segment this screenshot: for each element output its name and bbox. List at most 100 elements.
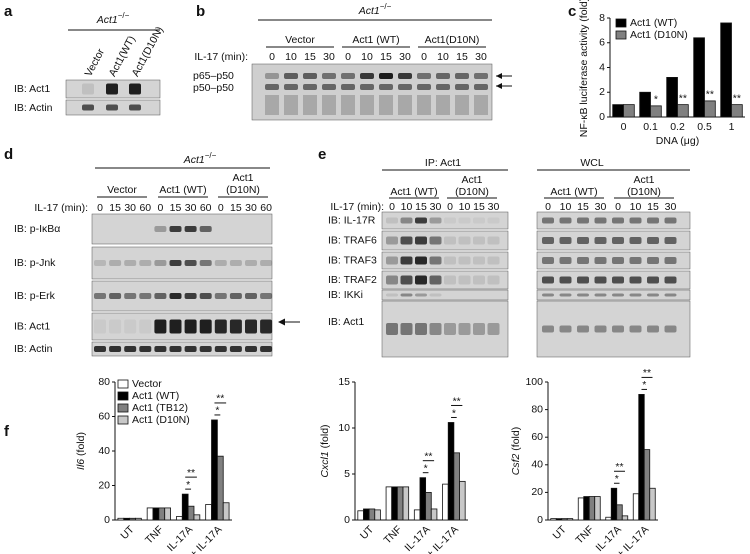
band (169, 226, 182, 232)
blot (91, 246, 273, 280)
band (199, 226, 212, 232)
band (417, 95, 431, 115)
bar (677, 104, 689, 118)
band (124, 293, 137, 299)
band (260, 319, 273, 334)
band (322, 84, 336, 90)
y-tick-label: 40 (98, 445, 110, 457)
band (400, 293, 413, 297)
y-axis-label: Csf2 (fold) (510, 427, 522, 475)
y-label-unit: (fold) (319, 424, 331, 451)
y-tick-label: 20 (98, 479, 110, 491)
band (542, 276, 554, 284)
band (386, 293, 398, 297)
band (415, 236, 427, 245)
legend-swatch (117, 415, 129, 425)
band (360, 84, 374, 90)
band (594, 237, 607, 244)
band (487, 217, 500, 224)
blot (91, 280, 273, 312)
band (129, 104, 141, 111)
group-label: Act1 (232, 172, 253, 184)
time-label: 60 (139, 202, 151, 214)
band (629, 325, 642, 333)
band (82, 104, 94, 111)
time-label: 10 (361, 51, 373, 63)
row-label: IB: Act1 (14, 83, 50, 95)
band (94, 346, 106, 352)
band (245, 260, 257, 266)
band (542, 237, 554, 244)
bar (391, 486, 398, 521)
x-tick-label: UT (550, 523, 569, 542)
band (154, 260, 167, 266)
band (542, 293, 554, 297)
lane-label: Act1(D10N) (130, 25, 166, 79)
band (444, 217, 456, 224)
band (214, 319, 227, 334)
bar (158, 507, 166, 521)
band (124, 319, 137, 334)
time-label: 0 (345, 51, 351, 63)
y-tick-label: 4 (599, 61, 605, 73)
band (379, 73, 393, 79)
band (612, 237, 624, 244)
band (415, 275, 427, 285)
time-label: 30 (475, 51, 487, 63)
band (594, 293, 607, 297)
row-label: IB: Act1 (14, 320, 50, 332)
band (455, 84, 469, 90)
band (594, 325, 607, 333)
bar (176, 516, 183, 521)
bar (205, 504, 212, 521)
band (444, 323, 456, 335)
band (444, 256, 456, 265)
band (559, 237, 572, 244)
band (400, 256, 413, 265)
y-label-unit: (fold) (510, 427, 522, 454)
band (664, 257, 677, 264)
significance: * (186, 479, 190, 491)
y-tick-label: 100 (525, 376, 543, 388)
band (487, 236, 500, 245)
band (386, 236, 398, 245)
bar (135, 517, 142, 521)
band (629, 237, 642, 244)
bar (621, 515, 629, 521)
band (458, 323, 471, 335)
group-label: Vector (107, 184, 137, 196)
band (303, 84, 317, 90)
bar (577, 497, 585, 521)
bar (152, 507, 160, 521)
bar (357, 510, 364, 521)
band (629, 276, 642, 284)
band (474, 95, 488, 115)
significance: * (424, 462, 428, 474)
time-label: 10 (459, 201, 471, 213)
y-tick-label: 6 (599, 37, 605, 49)
bar (374, 509, 381, 521)
time-label: 15 (647, 201, 659, 213)
band (109, 260, 122, 266)
band (429, 217, 442, 224)
band (664, 276, 677, 284)
y-axis-label: NF-κB luciferase activity (fold) (578, 0, 590, 137)
band (199, 319, 212, 334)
time-label: 10 (560, 201, 572, 213)
significance: ** (706, 89, 714, 101)
band (473, 256, 485, 265)
legend-label: Vector (132, 378, 162, 390)
bar (129, 517, 136, 521)
band (265, 84, 279, 90)
band (129, 83, 141, 95)
band (647, 293, 659, 297)
band (379, 84, 393, 90)
genotype: Act1−/− (96, 11, 130, 26)
band (473, 275, 485, 285)
bar (638, 394, 645, 521)
band (341, 84, 355, 90)
group-label: (D10N) (627, 186, 661, 198)
panel-letter: d (4, 146, 13, 163)
band (542, 257, 554, 264)
legend-label: Act1 (TB12) (132, 402, 188, 414)
